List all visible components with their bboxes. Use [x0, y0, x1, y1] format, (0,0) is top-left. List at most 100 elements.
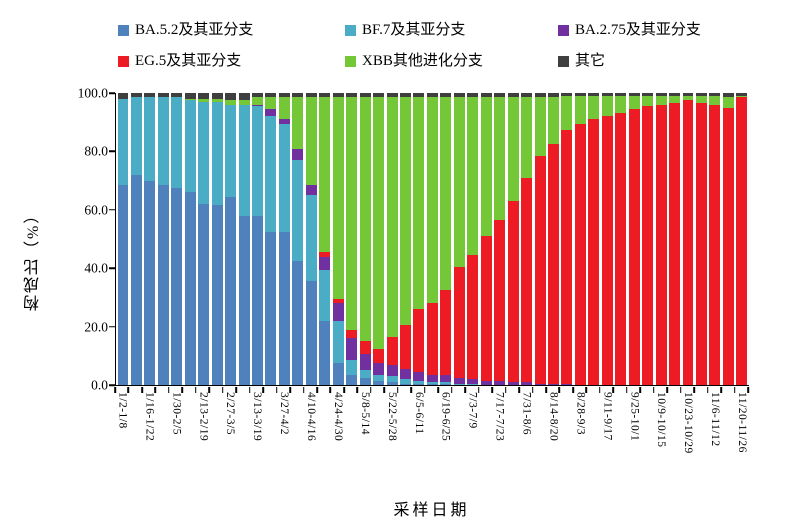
bar-segment — [346, 93, 358, 98]
bar-segment — [494, 220, 506, 381]
bar-segment — [278, 93, 290, 98]
bar-segment — [319, 269, 331, 321]
bar-segment — [453, 383, 465, 385]
bar-segment — [426, 383, 438, 385]
bar-segment — [386, 364, 398, 377]
bar-segment — [386, 93, 398, 98]
bar-segment — [669, 93, 681, 96]
bar-segment — [413, 93, 425, 98]
legend-label: BA.5.2及其亚分支 — [135, 22, 254, 38]
y-tick-mark — [109, 325, 115, 328]
bar-segment — [467, 97, 479, 256]
x-tick-mark — [572, 387, 574, 393]
bar-segment — [332, 97, 344, 299]
bar-segment — [601, 116, 613, 385]
bar-week-10 — [238, 93, 250, 385]
x-tick-label: 10/23-10/29 — [682, 392, 695, 454]
bar-segment — [426, 303, 438, 375]
bar-segment — [400, 325, 411, 369]
x-axis-tick-marks — [114, 387, 749, 393]
x-tick-mark — [639, 387, 642, 393]
x-tick-label: 3/27-4/2 — [278, 392, 291, 435]
x-tick-mark — [208, 387, 211, 393]
x-tick-label: 10/9-10/15 — [655, 392, 668, 448]
x-tick-mark — [370, 387, 372, 393]
bar-segment — [292, 260, 304, 385]
bar-segment — [426, 382, 438, 384]
bar-segment — [736, 97, 748, 385]
y-tick-mark — [109, 384, 115, 386]
x-tick-mark — [329, 387, 332, 393]
bar-segment — [588, 95, 600, 120]
bar-week-33 — [548, 93, 559, 385]
bar-segment — [601, 93, 613, 96]
x-tick-label: 8/28-9/3 — [574, 392, 587, 435]
bar-segment — [494, 93, 506, 98]
bar-segment — [319, 256, 331, 270]
x-axis-tick-labels: 1/2-1/8 1/16-1/22 1/30-2/5 2/13-2/19 2/27-3/… — [115, 392, 748, 490]
bar-segment — [440, 290, 452, 375]
bar-segment — [373, 97, 385, 349]
bar-segment — [346, 338, 358, 361]
x-tick-mark — [397, 387, 399, 393]
bar-segment — [722, 97, 734, 108]
bar-segment — [400, 97, 411, 326]
bar-segment — [413, 380, 425, 384]
bar-segment — [453, 93, 465, 98]
x-tick-mark — [356, 387, 359, 393]
bar-week-38 — [615, 93, 627, 385]
x-tick-mark — [275, 387, 278, 393]
bar-segment — [252, 93, 263, 98]
bar-segment — [252, 215, 263, 385]
bar-segment — [642, 95, 654, 107]
bar-segment — [548, 93, 559, 98]
bar-segment — [534, 93, 546, 98]
bar-segment — [400, 93, 411, 98]
y-axis-title: 构成比（%） — [25, 205, 42, 311]
bar-segment — [211, 101, 223, 206]
bar-segment — [359, 354, 371, 371]
bar-week-7 — [198, 93, 210, 385]
legend-item-5: 其它 — [558, 51, 701, 71]
bar-segment — [265, 231, 277, 385]
bar-segment — [548, 383, 559, 385]
x-tick-mark — [195, 387, 197, 393]
bar-segment — [467, 383, 479, 385]
y-tick-label: 60.0 — [84, 202, 108, 218]
x-tick-mark — [477, 387, 480, 393]
bar-segment — [278, 97, 290, 120]
bar-week-31 — [521, 93, 533, 385]
bar-week-11 — [252, 93, 263, 385]
bar-segment — [238, 215, 250, 385]
bar-segment — [453, 266, 465, 378]
legend-swatch-icon — [118, 24, 129, 36]
x-tick-label: 1/16-1/22 — [143, 392, 156, 442]
bar-segment — [413, 383, 425, 385]
bar-segment — [305, 281, 317, 385]
y-tick-label: 100.0 — [77, 85, 108, 101]
bar-segment — [521, 177, 533, 383]
bar-segment — [332, 303, 344, 321]
bar-segment — [561, 129, 573, 384]
bar-segment — [171, 97, 183, 188]
bar-segment — [359, 370, 371, 378]
bar-segment — [373, 348, 385, 364]
bar-segment — [305, 185, 317, 196]
bar-week-14 — [292, 93, 304, 385]
bar-segment — [588, 119, 600, 385]
bar-segment — [278, 123, 290, 232]
bar-segment — [184, 98, 196, 101]
legend-swatch-icon — [558, 55, 569, 67]
bar-segment — [346, 329, 358, 339]
x-tick-mark — [693, 387, 695, 393]
bar-segment — [588, 93, 600, 96]
bar-segment — [440, 93, 452, 98]
x-tick-label: 1/30-2/5 — [170, 392, 183, 435]
bar-segment — [157, 97, 169, 185]
bar-segment — [373, 93, 385, 98]
bar-week-47 — [736, 93, 748, 385]
bar-segment — [507, 201, 519, 383]
bar-segment — [709, 95, 721, 105]
bar-segment — [359, 377, 371, 385]
bar-segment — [695, 93, 707, 96]
